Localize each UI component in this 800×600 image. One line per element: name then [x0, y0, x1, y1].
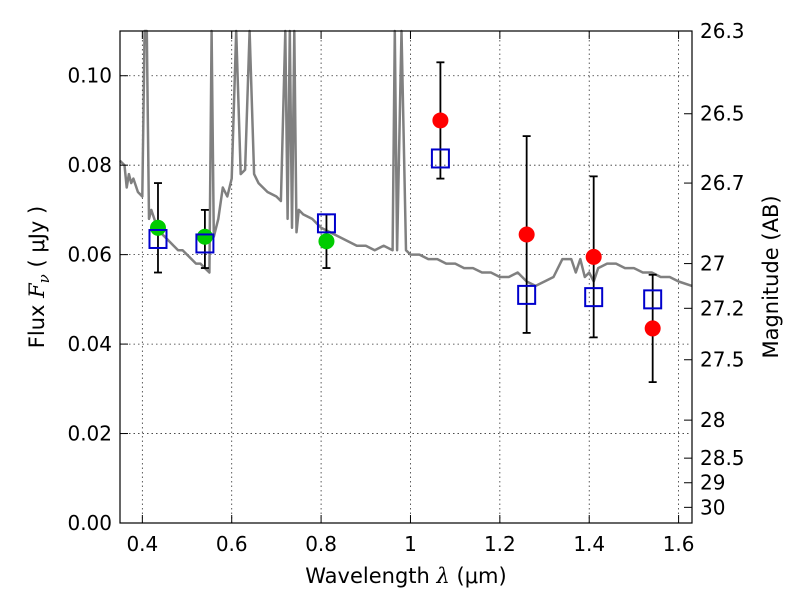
narrowband-point [644, 320, 661, 337]
y-axis-label: Flux Fν ( μJy ) [25, 206, 53, 348]
magnitude-tick-label: 28.5 [700, 446, 745, 470]
model-photometry-square [643, 289, 663, 310]
magnitude-tick-label: 26.5 [700, 102, 745, 126]
x-tick-label: 1.2 [484, 532, 516, 556]
narrowband-point [518, 226, 535, 243]
y-tick-label: 0.06 [67, 243, 112, 267]
y-tick-label: 0.02 [67, 422, 112, 446]
magnitude-tick-label: 26.7 [700, 171, 745, 195]
tick-layer: 0.4 0.6 0.8 1 1.2 1.4 1.6 0.00 0.02 0.04 0.06 0.08 0… [67, 19, 744, 556]
model-photometry-square [517, 284, 537, 305]
spectrum-layer [119, 29, 693, 288]
x-tick-label: 0.6 [216, 532, 248, 556]
x-tick-label: 1.6 [663, 532, 695, 556]
magnitude-tick-label: 28 [700, 408, 725, 432]
broadband-point [196, 228, 213, 245]
model-photometry-square [584, 287, 604, 308]
y-tick-label: 0.04 [67, 332, 112, 356]
magnitude-tick-label: 30 [700, 495, 725, 519]
model-spectrum-line [119, 29, 693, 288]
broadband-point [149, 219, 166, 236]
x-tick-label: 0.4 [126, 532, 158, 556]
y-tick-label: 0.08 [67, 153, 112, 177]
model-photometry-square [430, 148, 450, 169]
model-photometry-square [195, 233, 215, 254]
magnitude-tick-label: 27.5 [700, 348, 745, 372]
grid-layer [120, 31, 692, 524]
plot-frame [119, 30, 693, 524]
model-photometry-square [148, 228, 168, 249]
magnitude-tick-label: 29 [700, 471, 725, 495]
magnitude-tick-label: 27.2 [700, 296, 745, 320]
narrowband-point [432, 112, 449, 129]
x-tick-label: 0.8 [305, 532, 337, 556]
x-axis-label: Wavelength λ (μm) [305, 564, 506, 588]
magnitude-tick-label: 27 [700, 252, 725, 276]
point-layer [148, 112, 663, 337]
model-photometry-square [316, 213, 336, 234]
narrowband-point [585, 248, 602, 265]
x-tick-label: 1 [404, 532, 417, 556]
y-tick-label: 0.00 [67, 511, 112, 535]
right-axis-label: Magnitude (AB) [759, 195, 783, 358]
broadband-point [318, 233, 335, 250]
y-tick-label: 0.10 [67, 64, 112, 88]
magnitude-tick-label: 26.3 [700, 19, 745, 43]
x-tick-label: 1.4 [573, 532, 605, 556]
